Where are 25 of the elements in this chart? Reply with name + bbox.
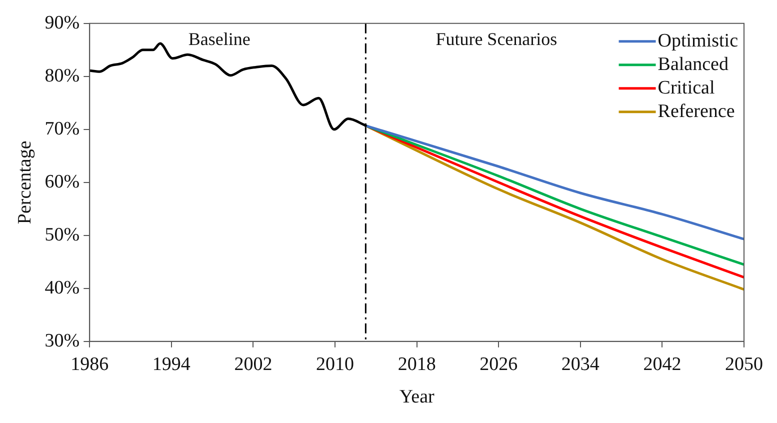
x-tick-label: 1986 [70,354,109,375]
y-axis-title: Percentage [14,140,36,224]
legend-label: Balanced [658,54,729,75]
x-tick-label: 2050 [725,354,763,375]
annotation: Future Scenarios [436,29,558,50]
legend-label: Optimistic [658,30,738,52]
line-series [364,124,744,240]
legend-label: Critical [658,77,715,98]
y-tick-label: 70% [44,118,80,140]
annotation: Baseline [188,29,250,50]
x-tick-label: 2010 [316,354,354,375]
x-tick-label: 1994 [152,354,191,375]
y-tick-label: 40% [44,277,80,298]
y-tick-label: 60% [44,171,80,192]
y-tick-label: 30% [44,330,80,352]
x-tick-label: 2002 [234,354,272,375]
x-tick-label: 2018 [398,354,436,375]
y-tick-label: 50% [44,224,80,246]
legend-label: Reference [658,100,735,122]
x-tick-label: 2034 [561,354,600,375]
y-tick-label: 90% [44,12,80,34]
x-tick-label: 2042 [643,354,682,375]
x-tick-label: 2026 [480,354,518,375]
x-axis-title: Year [399,386,435,408]
y-tick-label: 80% [44,65,80,86]
